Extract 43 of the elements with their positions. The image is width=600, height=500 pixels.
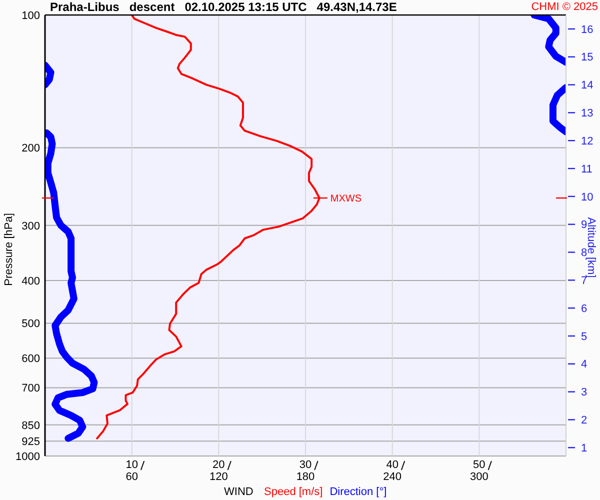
chart-title: Praha-Libus descent 02.10.2025 13:15 UTC 49.43N,14.73E bbox=[50, 0, 397, 14]
y2-tick-label: 15 bbox=[581, 52, 594, 64]
y2-tick-label: 11 bbox=[581, 163, 592, 176]
y-tick-label: 100 bbox=[22, 10, 40, 22]
x2-tick-label: 240 bbox=[383, 470, 402, 483]
y2-tick-label: 13 bbox=[581, 108, 594, 120]
y-tick-label: 600 bbox=[22, 353, 40, 366]
x-tick-label: 30 bbox=[299, 458, 312, 471]
text: CHMI © 2025 bbox=[531, 0, 598, 14]
x-tick-label: 10 bbox=[126, 458, 138, 471]
x-axis-title: WIND bbox=[224, 485, 254, 499]
x2-tick-label: 60 bbox=[126, 470, 138, 483]
y2-tick-label: 9 bbox=[581, 219, 588, 232]
x2-tick-label: 120 bbox=[209, 470, 228, 483]
y2-tick-label: 4 bbox=[581, 358, 588, 371]
annotation: MXWS bbox=[330, 194, 362, 205]
text: Speed [m/s] bbox=[264, 485, 323, 499]
y2-tick-label: 3 bbox=[581, 386, 588, 399]
x-tick-label: 40 bbox=[386, 458, 398, 471]
text: Direction [°] bbox=[330, 485, 387, 499]
y-tick-label: 700 bbox=[22, 382, 40, 395]
y2-tick-label: 6 bbox=[581, 302, 588, 315]
y2-tick-label: 1 bbox=[581, 442, 588, 454]
x2-tick-label: 180 bbox=[296, 470, 315, 483]
y-axis-title: Pressure [hPa] bbox=[3, 213, 15, 286]
y2-tick-label: 12 bbox=[581, 135, 594, 148]
y2-tick-label: 14 bbox=[581, 80, 594, 92]
y-tick-label: 400 bbox=[22, 275, 40, 288]
y-tick-label: 1000 bbox=[16, 450, 40, 463]
y2-tick-label: 10 bbox=[581, 191, 594, 204]
x-tick-label: 20 bbox=[212, 458, 225, 471]
y2-tick-label: 2 bbox=[581, 414, 588, 427]
y2-tick-label: 16 bbox=[581, 24, 594, 36]
x2-tick-label: 300 bbox=[470, 470, 488, 483]
y2-axis-title: Altitude [km] bbox=[585, 217, 597, 278]
y2-tick-label: 7 bbox=[581, 275, 588, 288]
y-tick-label: 925 bbox=[22, 436, 40, 448]
y2-tick-label: 5 bbox=[581, 330, 588, 343]
y-tick-label: 500 bbox=[22, 318, 40, 330]
x-tick-label: 50 bbox=[473, 458, 486, 471]
y-tick-label: 200 bbox=[22, 142, 40, 155]
y-tick-label: 850 bbox=[22, 420, 40, 432]
y-tick-label: 300 bbox=[22, 220, 40, 232]
